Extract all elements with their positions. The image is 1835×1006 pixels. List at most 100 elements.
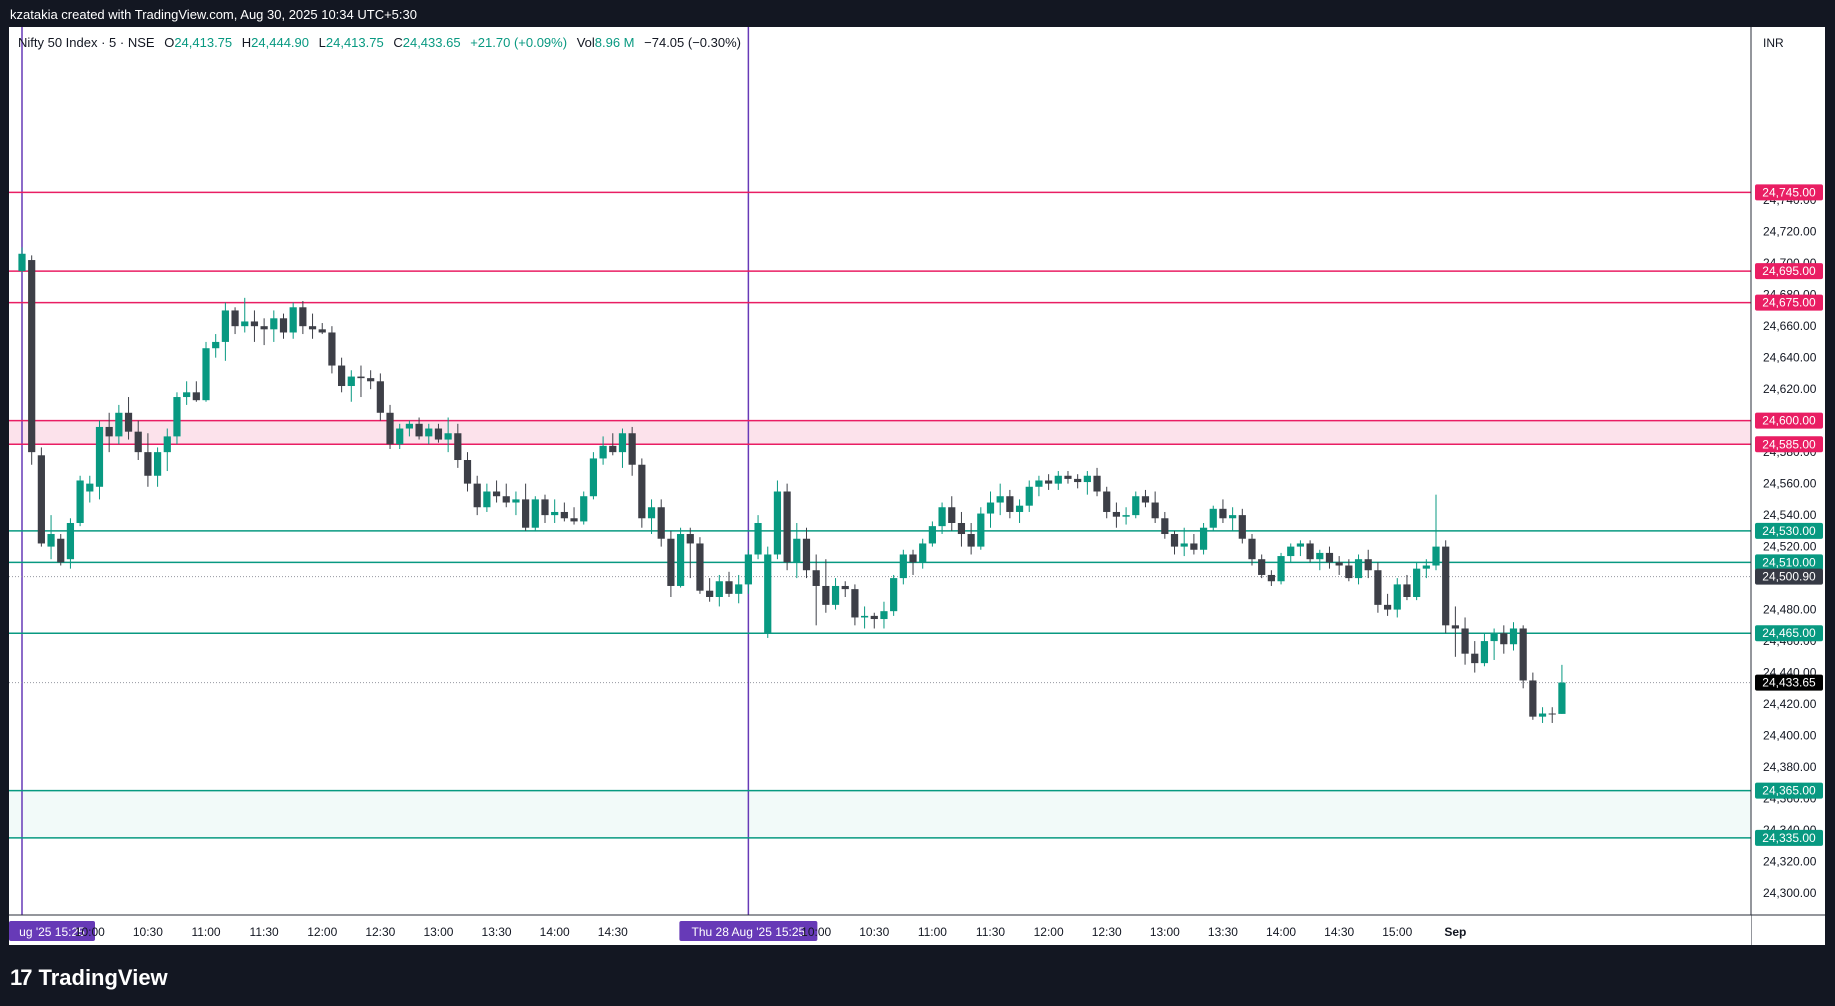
price-zone [9,420,1751,445]
candle-body [1093,475,1101,492]
candle-body [676,534,685,586]
candle-body [260,326,268,330]
y-tick-label: 24,620.00 [1763,382,1817,396]
candle-body [47,534,55,547]
tradingview-logo: 17 TradingView [10,965,168,991]
x-tick-label: 11:00 [191,925,220,939]
candle-body [1209,508,1217,528]
y-tick-label: 24,540.00 [1763,508,1817,522]
candle-body [1219,508,1227,519]
candle-body [163,436,171,453]
candle-body [299,307,307,327]
x-tick-label: ug '25 15:25 [19,925,85,939]
x-tick-label: 10:00 [801,925,831,939]
x-tick-label: 14:00 [540,925,570,939]
x-tick-label: 10:30 [133,925,163,939]
candle-body [405,423,413,429]
candle-body [279,318,288,333]
level-price-tag-bg [1755,263,1823,280]
level-price-tag: 24,585.00 [1762,437,1816,451]
y-tick-label: 24,560.00 [1763,477,1817,491]
candle-body [1296,543,1305,547]
symbol-label[interactable]: Nifty 50 Index · 5 · NSE [18,35,155,50]
candle-body [1083,475,1091,483]
x-tick-label: 13:00 [423,925,453,939]
candle-body [1548,713,1556,715]
candle-body [396,428,404,445]
ohlc-legend: Nifty 50 Index · 5 · NSE O24,413.75 H24,… [18,35,741,50]
low-value: 24,413.75 [325,35,384,50]
candle-body [899,554,907,579]
candle-body [1335,562,1343,566]
candle-body [812,570,820,586]
low-label: L [318,35,326,50]
candle-body [764,554,772,634]
plot-background [9,27,1825,945]
candle-body [338,365,346,387]
candle-body [1122,515,1130,517]
candle-body [1277,556,1285,582]
candle-body [115,412,123,437]
change-value: +21.70 (+0.09%) [470,35,568,50]
candle-body [541,499,549,516]
volume-value: 8.96 M [594,35,635,50]
currency-label[interactable]: INR [1763,36,1784,50]
x-tick-label: 14:30 [1324,925,1354,939]
x-tick-label: 12:00 [1034,925,1064,939]
candle-body [919,543,927,563]
candle-body [1025,486,1033,506]
candle-body [735,584,743,594]
volume-change-value: −74.05 (−0.30%) [644,35,741,50]
candle-body [105,426,113,437]
level-price-tag: 24,510.00 [1762,555,1816,569]
candle-body [977,513,985,547]
level-price-tag: 24,600.00 [1762,414,1816,428]
candle-body [192,392,200,401]
candle-body [638,464,646,519]
level-price-tag: 24,745.00 [1762,185,1816,199]
candle-body [1413,568,1421,597]
level-price-tag-bg [1755,294,1823,311]
level-price-tag: 24,335.00 [1762,831,1816,845]
candle-body [1383,604,1392,610]
tradingview-logo-icon: 17 [10,965,33,990]
candle-body [289,307,297,333]
level-price-tag-bg [1755,829,1823,846]
candle-body [173,397,181,437]
candle-body [1190,543,1198,550]
x-tick-label: 12:30 [1092,925,1122,939]
candle-body [57,538,65,563]
candle-body [560,511,568,519]
candle-body [754,522,762,555]
y-tick-label: 24,380.00 [1763,760,1817,774]
x-tick-label: 13:30 [1208,925,1238,939]
candle-body [1500,633,1508,645]
candle-body [1538,713,1547,717]
candle-body [250,321,259,327]
volume-label: Vol [576,35,595,50]
candle-body [1006,496,1014,512]
candle-body [1393,584,1401,610]
level-price-tag-bg [1755,436,1823,453]
watermark-text: kzatakia created with TradingView.com, A… [10,7,417,22]
candle-body [657,507,665,539]
candle-body [880,611,888,620]
candle-body [328,332,336,366]
level-price-tag-bg [1755,412,1823,429]
candle-body [1364,559,1372,571]
price-zone [9,790,1751,838]
candle-body [512,499,520,503]
candle-body [183,392,191,398]
candle-body [1035,480,1043,487]
candle-body [667,538,675,586]
y-tick-label: 24,520.00 [1763,540,1817,554]
high-value: 24,444.90 [251,35,310,50]
x-tick-label: 12:00 [307,925,337,939]
y-tick-label: 24,660.00 [1763,319,1817,333]
x-tick-label: Sep [1444,925,1466,939]
level-price-tag-bg [1755,184,1823,201]
candle-body [1432,546,1440,566]
candle-body [1287,546,1295,557]
chart-panel[interactable]: INR24,300.0024,320.0024,340.0024,360.002… [9,27,1825,945]
candlestick-chart[interactable]: INR24,300.0024,320.0024,340.0024,360.002… [9,27,1825,945]
